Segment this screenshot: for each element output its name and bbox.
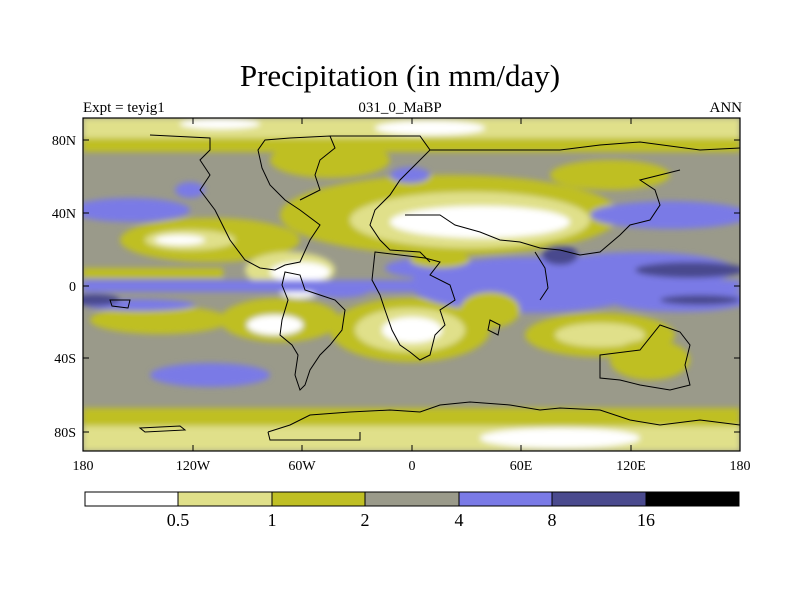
colorbar-swatch [458, 491, 553, 507]
y-tick-label: 0 [69, 280, 76, 295]
y-tick-label: 40S [54, 352, 76, 367]
y-tick-label: 80S [54, 426, 76, 441]
colorbar-label: 8 [548, 510, 557, 530]
colorbar: 0.5 1 2 4 8 16 [84, 491, 740, 530]
colorbar-swatch [271, 491, 366, 507]
x-tick-label: 120E [616, 459, 646, 474]
x-tick-label: 0 [409, 459, 416, 474]
x-tick-label: 120W [176, 459, 211, 474]
colorbar-swatch [364, 491, 460, 507]
chart-title: Precipitation (in mm/day) [239, 58, 561, 93]
period-label: 031_0_MaBP [358, 100, 442, 116]
y-tick-marks [83, 139, 740, 433]
coastlines [109, 134, 740, 441]
colorbar-label: 16 [637, 510, 655, 530]
colorbar-label: 0.5 [167, 510, 190, 530]
colorbar-label: 2 [361, 510, 370, 530]
precipitation-field [83, 118, 740, 451]
y-tick-label: 40N [52, 207, 76, 222]
x-tick-label: 180 [73, 459, 94, 474]
season-label: ANN [709, 100, 743, 116]
y-tick-labels: 80N 40N 0 40S 80S [52, 134, 76, 441]
x-tick-marks [82, 118, 741, 451]
x-tick-label: 180 [730, 459, 751, 474]
colorbar-swatch [551, 491, 647, 507]
colorbar-swatch [177, 491, 273, 507]
colorbar-swatch [645, 491, 740, 507]
colorbar-label: 1 [268, 510, 277, 530]
colorbar-label: 4 [455, 510, 464, 530]
x-tick-labels: 180 120W 60W 0 60E 120E 180 [73, 459, 751, 474]
experiment-label: Expt = teyig1 [83, 100, 165, 116]
colorbar-swatch [84, 491, 179, 507]
y-tick-label: 80N [52, 134, 76, 149]
x-tick-label: 60W [288, 459, 316, 474]
x-tick-label: 60E [510, 459, 533, 474]
